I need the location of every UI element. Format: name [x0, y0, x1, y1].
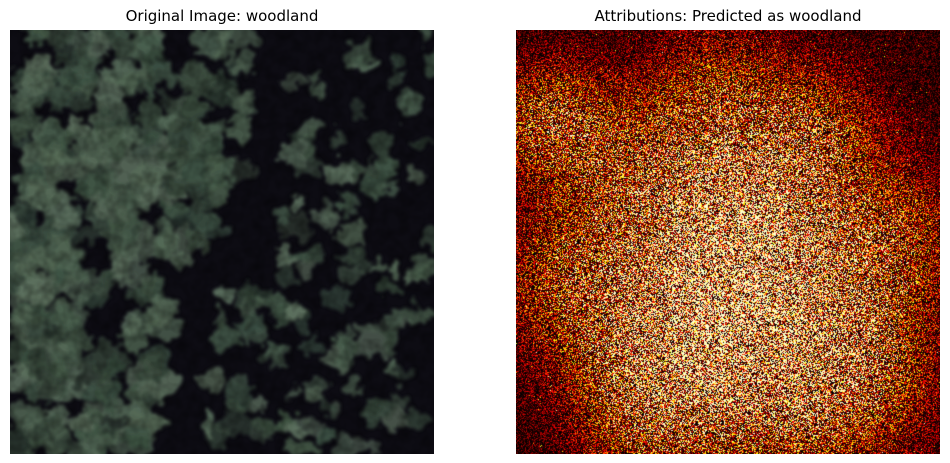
attribution-panel: Attributions: Predicted as woodland: [516, 0, 940, 463]
attribution-title: Attributions: Predicted as woodland: [594, 7, 862, 25]
original-woodland-image: [10, 30, 434, 454]
original-image-title: Original Image: woodland: [125, 7, 319, 25]
attribution-heatmap: [516, 30, 940, 454]
original-image-panel: Original Image: woodland: [10, 0, 434, 463]
